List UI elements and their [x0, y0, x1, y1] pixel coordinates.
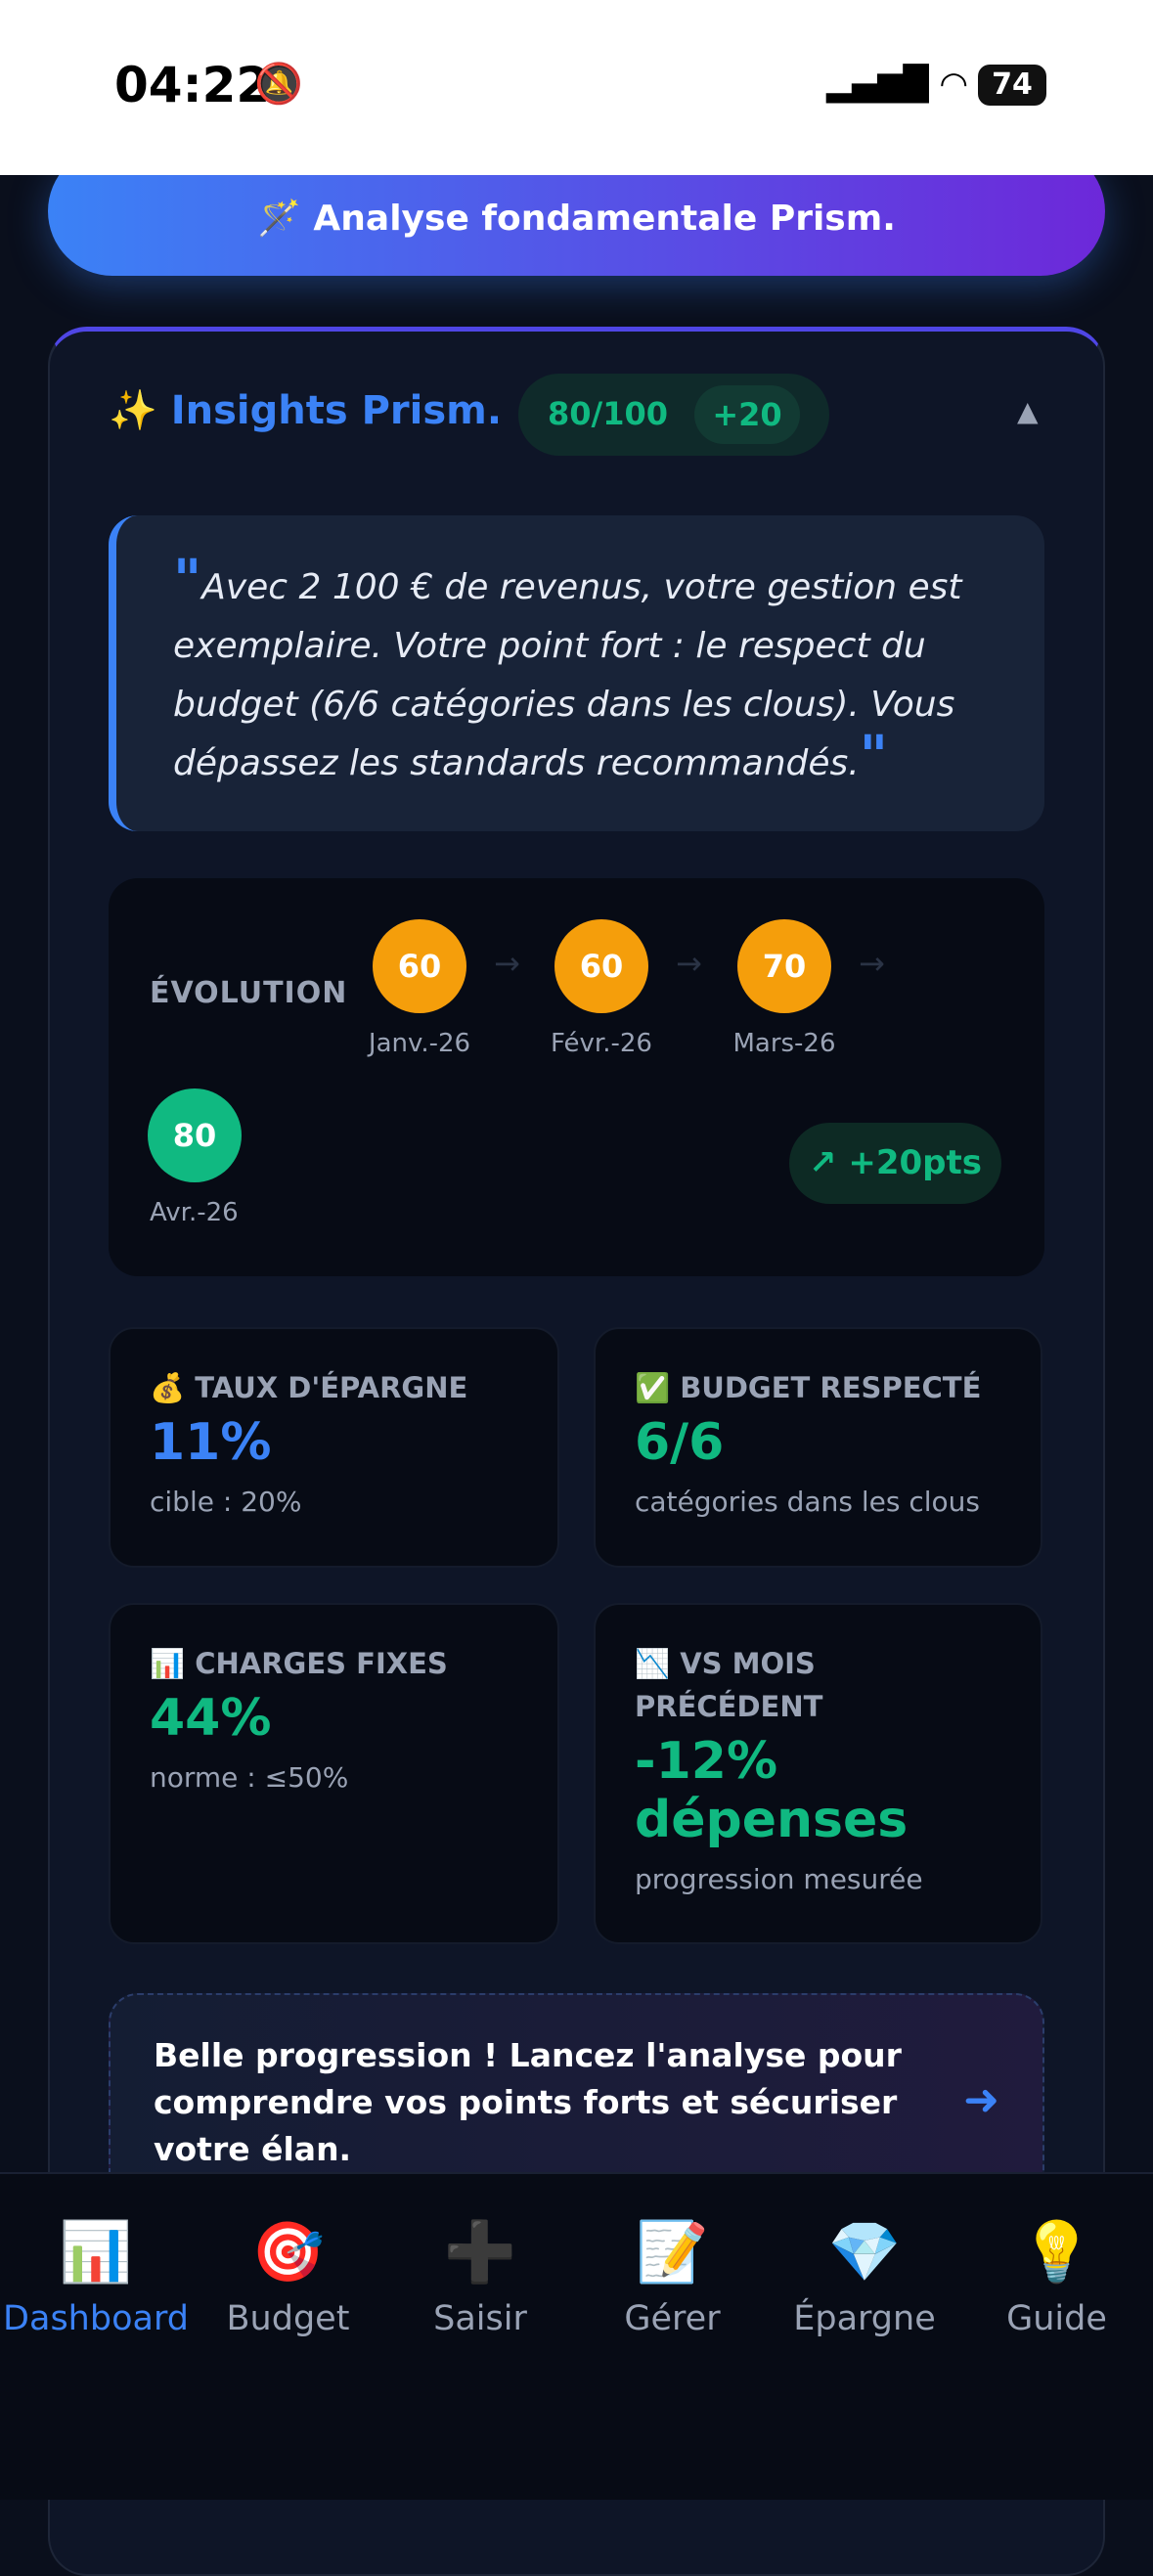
- stat-note: cible : 20%: [150, 1486, 302, 1518]
- score-dot: 70: [737, 919, 831, 1013]
- cta-text: Belle progression ! Lancez l'analyse pou…: [154, 2036, 902, 2168]
- nav-label: Gérer: [624, 2299, 721, 2338]
- stat-label: 💰 TAUX D'ÉPARGNE: [150, 1371, 468, 1404]
- quote-box: "Avec 2 100 € de revenus, votre gestion …: [109, 515, 1044, 831]
- nav-item[interactable]: 💡 Guide: [961, 2213, 1153, 2338]
- nav-icon: 📝: [636, 2218, 709, 2287]
- score-month: Avr.-26: [150, 1198, 239, 1227]
- score-badge: 80/100 +20: [518, 374, 829, 456]
- stat-label: 📊 CHARGES FIXES: [150, 1647, 448, 1680]
- signal-icons: ▂▄▆█ ◠: [826, 65, 969, 104]
- nav-label: Épargne: [793, 2299, 936, 2338]
- stat-note: progression mesurée: [635, 1863, 923, 1895]
- nav-item[interactable]: 📝 Gérer: [577, 2213, 769, 2338]
- bottom-nav: 📊 Dashboard 🎯 Budget ➕ Saisir 📝 Gérer 💎 Épargne 💡 G…: [0, 2172, 1153, 2500]
- nav-item[interactable]: ➕ Saisir: [384, 2213, 576, 2338]
- stat-card: ✅ BUDGET RESPECTÉ 6/6 catégories dans les …: [594, 1327, 1042, 1568]
- stat-label: ✅ BUDGET RESPECTÉ: [635, 1371, 982, 1404]
- cta-arrow: ➜: [963, 2075, 999, 2125]
- nav-label: Dashboard: [3, 2299, 189, 2338]
- stat-value: 6/6: [635, 1413, 725, 1472]
- stat-value: 11%: [150, 1413, 272, 1472]
- score-dot: 60: [373, 919, 466, 1013]
- trend-badge: ↗ +20pts: [789, 1123, 1001, 1204]
- score-delta: +20: [694, 385, 800, 444]
- score-month: Févr.-26: [551, 1029, 652, 1058]
- quote-text: Avec 2 100 € de revenus, votre gestion e…: [173, 567, 962, 783]
- nav-icon: 💡: [1020, 2218, 1093, 2287]
- arrow: →: [676, 945, 702, 982]
- score-month: Mars-26: [732, 1029, 836, 1058]
- score-month: Janv.-26: [368, 1029, 471, 1058]
- stat-note: norme : ≤50%: [150, 1761, 349, 1794]
- nav-icon: 🎯: [251, 2218, 325, 2287]
- stat-note: catégories dans les clous: [635, 1486, 980, 1518]
- nav-icon: 📊: [59, 2218, 133, 2287]
- time: 04:22: [114, 57, 271, 113]
- stat-label: 📉 VS MOIS PRÉCÉDENT: [635, 1647, 823, 1723]
- arrow: →: [494, 945, 520, 982]
- battery: 74: [978, 65, 1046, 106]
- score-dot: 80: [148, 1088, 242, 1182]
- nav-item[interactable]: 🎯 Budget: [193, 2213, 384, 2338]
- nav-item[interactable]: 💎 Épargne: [769, 2213, 960, 2338]
- nav-icon: 💎: [827, 2218, 902, 2287]
- stat-value: 44%: [150, 1689, 272, 1748]
- arrow: →: [859, 945, 885, 982]
- nav-icon: ➕: [443, 2218, 517, 2287]
- mute-icon: 🔕: [254, 62, 303, 107]
- collapse-toggle[interactable]: ▲: [1017, 395, 1039, 427]
- stat-card: 💰 TAUX D'ÉPARGNE 11% cible : 20%: [109, 1327, 559, 1568]
- nav-label: Guide: [1006, 2299, 1107, 2338]
- nav-label: Budget: [226, 2299, 350, 2338]
- nav-label: Saisir: [433, 2299, 527, 2338]
- score-dot: 60: [554, 919, 648, 1013]
- stat-value: -12% dépenses: [635, 1732, 909, 1849]
- evolution-label: ÉVOLUTION: [150, 976, 348, 1010]
- nav-item[interactable]: 📊 Dashboard: [0, 2213, 192, 2338]
- stat-card: 📉 VS MOIS PRÉCÉDENT -12% dépenses progress…: [594, 1603, 1042, 1944]
- insights-title: ✨ Insights Prism.: [109, 388, 503, 433]
- score: 80/100: [548, 395, 669, 432]
- stat-card: 📊 CHARGES FIXES 44% norme : ≤50%: [109, 1603, 559, 1944]
